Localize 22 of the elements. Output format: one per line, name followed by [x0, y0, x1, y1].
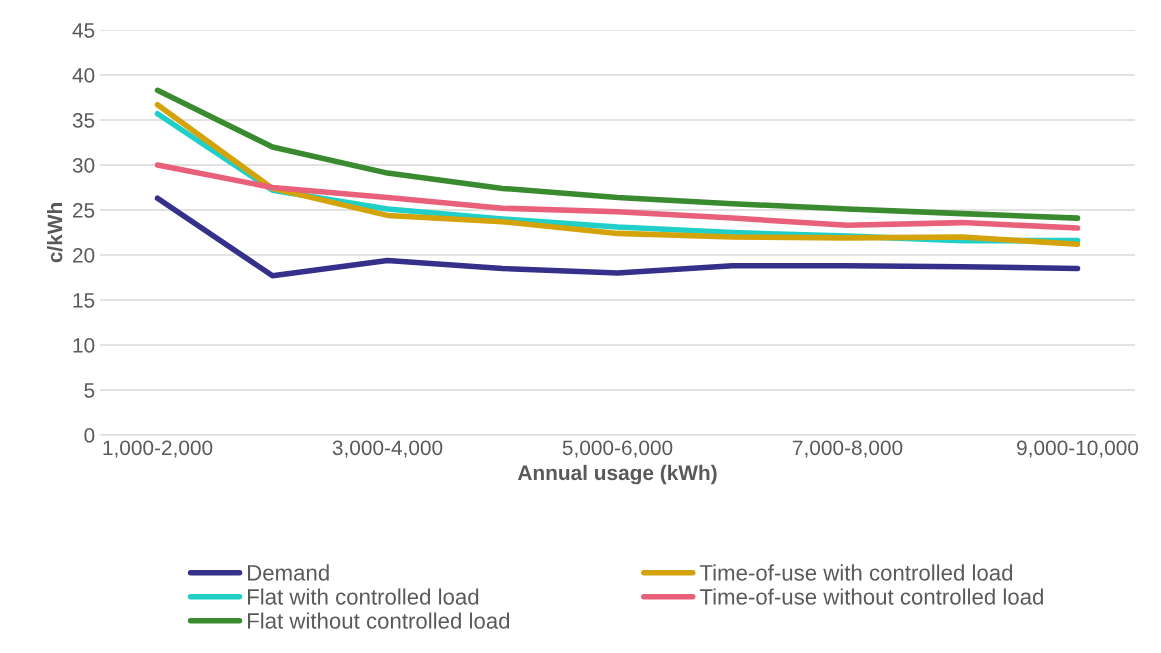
y-tick-label: 40 [72, 68, 95, 83]
y-tick-label: 20 [73, 248, 95, 263]
legend-label: Flat without controlled load [248, 612, 510, 629]
x-axis-title: Annual usage (kWh) [517, 464, 717, 485]
y-tick-label: 30 [72, 158, 95, 173]
x-tick-label: 9,000-10,000 [1017, 440, 1139, 458]
y-tick-label: 5 [84, 383, 95, 398]
y-tick-label: 0 [84, 428, 95, 443]
x-tick-label: 1,000-2,000 [103, 440, 213, 458]
x-tick-label: 5,000-6,000 [562, 440, 673, 458]
y-tick-label: 45 [72, 23, 95, 38]
legend-label: Flat with controlled load [248, 588, 479, 605]
y-axis-title: c/kWh [46, 203, 63, 263]
legend-label: Demand [248, 564, 329, 581]
legend-label: Time-of-use with controlled load [699, 564, 1013, 581]
y-tick-label: 35 [72, 113, 95, 128]
legend-label: Time-of-use without controlled load [699, 588, 1043, 605]
y-tick-label: 10 [73, 338, 95, 353]
x-tick-label: 3,000-4,000 [332, 440, 443, 458]
y-tick-label: 25 [73, 203, 95, 218]
x-tick-label: 7,000-8,000 [792, 440, 903, 458]
y-tick-label: 15 [73, 293, 95, 308]
